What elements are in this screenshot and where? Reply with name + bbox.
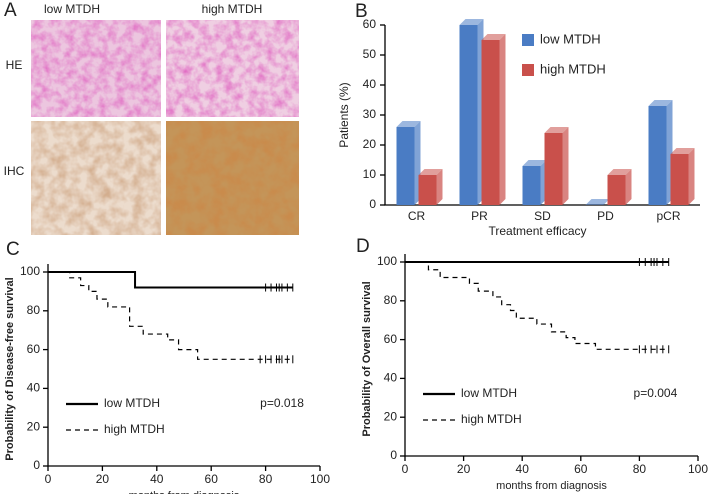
annotation: p=0.004 [634,386,678,400]
bar [648,106,667,205]
x-tick-label: PR [471,209,488,223]
survival-line [48,271,293,360]
panel-label: A [4,0,17,21]
y-tick-label: 80 [27,303,41,317]
x-tick-label: 0 [402,462,409,476]
x-tick-label: PD [597,209,614,223]
bar-top [607,169,632,175]
legend-label: low MTDH [104,396,160,410]
y-tick-label: 80 [384,293,398,307]
bar-side [436,169,443,205]
legend-swatch [522,34,534,46]
panel-label: B [355,1,368,22]
bar-top [481,34,506,40]
y-tick-label: 40 [384,371,398,385]
x-axis-label: months from diagnosis [496,480,607,492]
x-tick-label: 20 [96,472,110,486]
bar-side [499,34,506,205]
x-tick-label: 40 [516,462,530,476]
survival-line [405,261,669,350]
x-tick-label: 40 [150,472,164,486]
y-tick-label: 100 [20,264,40,278]
y-tick-label: 20 [363,137,377,151]
x-tick-label: 80 [633,462,647,476]
legend-label: low MTDH [461,386,517,400]
y-tick-label: 40 [27,381,41,395]
y-tick-label: 100 [377,254,397,268]
bar-top [648,100,673,106]
bar [544,133,563,205]
bar [418,175,437,205]
legend-swatch [522,64,534,76]
bar-side [562,127,569,205]
y-tick-label: 60 [363,17,377,31]
panel-label: C [6,239,20,260]
bar-top [544,127,569,133]
x-tick-label: SD [534,209,551,223]
axes [404,254,698,457]
y-tick-label: 30 [363,107,377,121]
bar [522,166,541,205]
y-axis-label: Probability of Overall survival [361,281,373,436]
y-tick-label: 60 [384,332,398,346]
y-axis-label: Probability of Disease-free survival [4,277,16,460]
y-tick-label: 40 [363,77,377,91]
legend-label: high MTDH [540,61,606,76]
column-label: low MTDH [44,2,100,16]
x-tick-label: 80 [259,472,273,486]
y-tick-label: 0 [390,448,397,462]
x-tick-label: 0 [45,472,52,486]
bar-top [522,160,547,166]
y-tick-label: 20 [27,419,41,433]
row-label: IHC [4,164,25,178]
bar [459,25,478,205]
bar [607,175,626,205]
y-tick-label: 50 [363,47,377,61]
bar [670,154,689,205]
x-tick-label: 20 [457,462,471,476]
row-label: HE [6,58,23,72]
bar [396,127,415,205]
y-tick-label: 60 [27,342,41,356]
x-tick-label: 60 [574,462,588,476]
bar-side [688,148,695,205]
y-tick-label: 20 [384,409,398,423]
bar-top [585,199,610,205]
survival-line [48,271,293,289]
y-tick-label: 0 [33,458,40,472]
x-tick-label: CR [408,209,426,223]
y-axis-label: Patients (%) [337,82,351,147]
x-tick-label: pCR [656,209,680,223]
legend-label: high MTDH [104,422,165,436]
bar [481,40,500,205]
micrographs [31,20,299,235]
x-axis-label: Treatment efficacy [488,224,586,238]
x-tick-label: 100 [688,462,708,476]
panel-label: D [356,236,370,257]
x-axis-label: months from diagnosis [129,490,240,494]
column-label: high MTDH [202,2,263,16]
y-tick-label: 10 [363,167,377,181]
bar-top [418,169,443,175]
axes [47,264,320,467]
annotation: p=0.018 [260,396,304,410]
bar-top [670,148,695,154]
bar-side [625,169,632,205]
x-tick-label: 100 [310,472,330,486]
bar-top [396,121,421,127]
x-tick-label: 60 [205,472,219,486]
bar-top [459,19,484,25]
legend-label: low MTDH [540,31,601,46]
y-tick-label: 0 [369,197,376,211]
legend-label: high MTDH [461,412,522,426]
